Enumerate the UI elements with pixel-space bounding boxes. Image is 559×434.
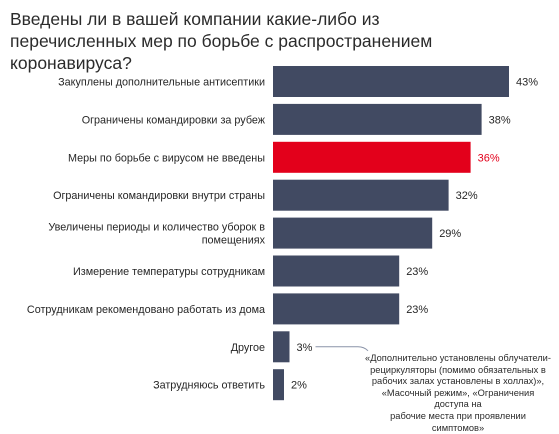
bar-chart: Закуплены дополнительные антисептики Огра…	[27, 66, 538, 401]
value-label: 29%	[439, 228, 461, 240]
value-label: 43%	[516, 77, 538, 89]
annotation-other: «Дополнительно установлены облучатели- р…	[364, 353, 552, 434]
category-label: Затрудняюсь ответить	[153, 380, 265, 392]
value-labels: 43% 38% 36% 32% 29% 23% 23% 3% 2%	[291, 77, 538, 392]
annotation-connector	[315, 346, 369, 352]
annotation-line: «Масочный режим», «Ограничения доступа н…	[381, 387, 535, 410]
value-label: 32%	[456, 190, 478, 202]
category-label: Увеличены периоды и количество уборок в	[48, 222, 265, 234]
annotation-line: рабочие места при проявлении симптомов»	[390, 410, 526, 433]
bar	[273, 103, 482, 135]
category-label: Ограничены командировки за рубеж	[82, 114, 266, 126]
annotation-line: рециркуляторы (помимо обязательных в	[370, 364, 546, 375]
category-label: Меры по борьбе с вирусом не введены	[68, 152, 265, 164]
annotation-line: «Дополнительно установлены облучатели-	[365, 353, 551, 363]
value-label: 38%	[489, 114, 511, 126]
category-label: Закуплены дополнительные антисептики	[58, 77, 265, 89]
category-label: Ограничены командировки внутри страны	[53, 190, 265, 202]
bar	[273, 217, 433, 249]
bar	[273, 141, 471, 173]
category-label: Другое	[231, 342, 265, 354]
bar	[273, 369, 284, 401]
value-label: 3%	[297, 342, 313, 354]
bars	[273, 66, 509, 401]
bar	[273, 66, 509, 97]
category-labels: Закуплены дополнительные антисептики Огра…	[27, 77, 266, 392]
bar	[273, 331, 290, 363]
category-label: Сотрудникам рекомендовано работать из до…	[27, 304, 265, 316]
chart-title: Введены ли в вашей компании какие-либо и…	[10, 9, 433, 73]
bar	[273, 293, 400, 325]
value-label: 23%	[406, 304, 428, 316]
category-label: Измерение температуры сотрудникам	[73, 266, 265, 278]
value-label: 2%	[291, 380, 307, 392]
bar	[273, 255, 400, 287]
bar	[273, 179, 449, 211]
value-label: 36%	[478, 152, 500, 164]
annotation-line: рабочих залах установлены в холлах)»,	[371, 376, 545, 387]
value-label: 23%	[406, 266, 428, 278]
category-label: помещениях	[202, 235, 266, 247]
